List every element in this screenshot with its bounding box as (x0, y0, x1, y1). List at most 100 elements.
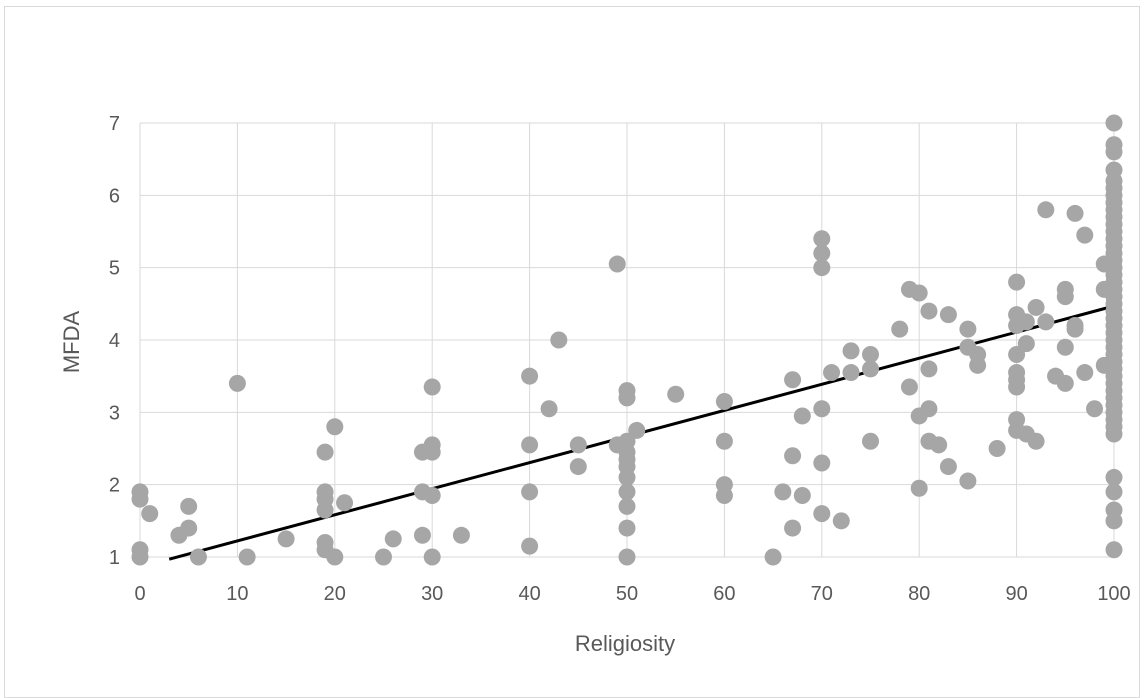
data-point (793, 487, 811, 505)
data-point (1105, 143, 1123, 161)
x-tick-label: 90 (1005, 583, 1027, 605)
data-points (131, 114, 1123, 566)
data-point (1017, 335, 1035, 353)
data-point (423, 487, 441, 505)
data-point (1008, 345, 1026, 363)
data-point (189, 548, 207, 566)
data-point (667, 385, 685, 403)
data-point (277, 530, 295, 548)
data-point (715, 487, 733, 505)
data-point (618, 519, 636, 537)
data-point (384, 530, 402, 548)
y-tick-label: 6 (109, 185, 120, 207)
data-point (920, 360, 938, 378)
x-tick-labels: 0 10 20 30 40 50 60 70 80 90 100 (134, 583, 1130, 605)
y-tick-label: 2 (109, 475, 120, 497)
data-point (423, 548, 441, 566)
data-point (569, 458, 587, 476)
data-point (842, 342, 860, 360)
data-point (1017, 313, 1035, 331)
data-point (1105, 483, 1123, 501)
data-point (900, 378, 918, 396)
data-point (628, 421, 646, 439)
data-point (316, 443, 334, 461)
data-point (1008, 273, 1026, 291)
data-point (1008, 378, 1026, 396)
data-point (1105, 512, 1123, 530)
data-point (784, 447, 802, 465)
data-point (1056, 374, 1074, 392)
data-point (618, 497, 636, 515)
x-tick-label: 80 (908, 583, 930, 605)
data-point (336, 494, 354, 512)
y-tick-label: 5 (109, 258, 120, 280)
data-point (939, 458, 957, 476)
data-point (715, 392, 733, 410)
data-point (180, 497, 198, 515)
data-point (550, 331, 568, 349)
x-tick-label: 30 (421, 583, 443, 605)
data-point (228, 374, 246, 392)
data-point (813, 505, 831, 523)
x-tick-label: 40 (518, 583, 540, 605)
data-point (1105, 541, 1123, 559)
data-point (813, 244, 831, 262)
data-point (521, 537, 539, 555)
data-point (1105, 468, 1123, 486)
data-point (1056, 288, 1074, 306)
y-axis-title: MFDA (59, 311, 84, 374)
data-point (452, 526, 470, 544)
data-point (959, 472, 977, 490)
data-point (862, 360, 879, 378)
data-point (862, 345, 879, 363)
data-point (988, 440, 1006, 457)
data-point (813, 400, 831, 418)
data-point (920, 400, 938, 418)
data-point (813, 230, 831, 248)
data-point (969, 356, 987, 374)
data-point (608, 255, 626, 273)
data-point (813, 454, 831, 472)
data-point (1027, 432, 1045, 450)
data-point (618, 548, 636, 566)
data-point (618, 483, 636, 501)
data-point (1076, 226, 1094, 244)
data-point (326, 418, 344, 436)
data-point (1027, 298, 1045, 316)
data-point (862, 432, 879, 450)
data-point (891, 320, 909, 338)
data-point (1066, 320, 1084, 338)
x-tick-label: 10 (226, 583, 248, 605)
y-tick-label: 4 (109, 330, 120, 352)
data-point (930, 436, 948, 454)
data-point (131, 548, 149, 566)
data-point (715, 432, 733, 450)
x-tick-label: 50 (616, 583, 638, 605)
data-point (813, 259, 831, 277)
data-point (618, 389, 636, 407)
x-tick-label: 0 (134, 583, 145, 605)
data-point (423, 378, 441, 396)
data-point (540, 400, 558, 418)
data-point (1076, 364, 1094, 382)
data-point (569, 436, 587, 454)
data-point (823, 364, 841, 382)
data-point (423, 443, 441, 461)
data-point (832, 512, 850, 530)
data-point (959, 320, 977, 338)
x-axis-title: Religiosity (575, 631, 675, 656)
y-tick-label: 7 (109, 113, 120, 135)
data-point (521, 436, 539, 454)
data-point (920, 302, 938, 320)
y-tick-labels: 1 2 3 4 5 6 7 (109, 113, 120, 569)
y-tick-label: 3 (109, 402, 120, 424)
data-point (1105, 425, 1123, 443)
data-point (141, 505, 159, 523)
data-point (842, 364, 860, 382)
data-point (774, 483, 792, 501)
data-point (316, 501, 334, 519)
x-tick-label: 60 (713, 583, 735, 605)
data-point (238, 548, 256, 566)
